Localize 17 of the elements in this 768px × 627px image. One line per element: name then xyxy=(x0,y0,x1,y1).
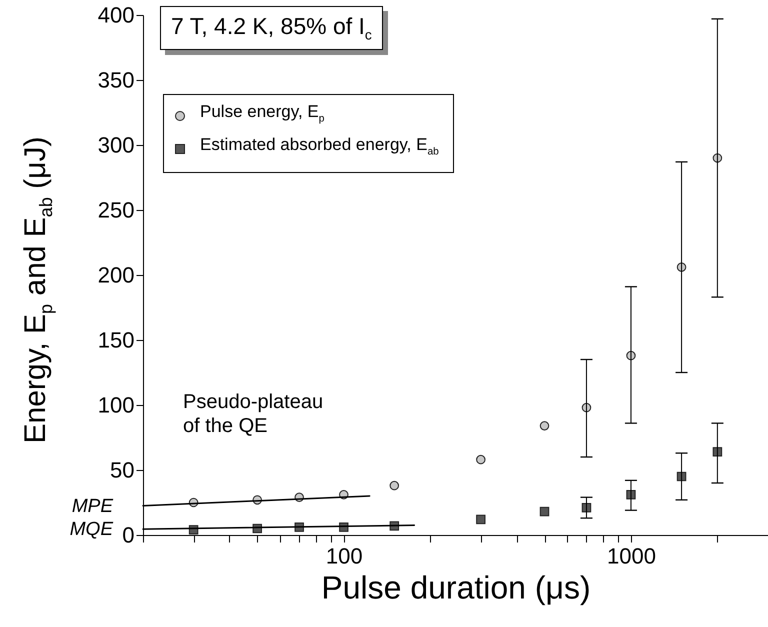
x-axis-title: Pulse duration (μs) xyxy=(321,570,591,606)
chart-title: 7 T, 4.2 K, 85% of I$_{c}$ xyxy=(160,6,383,50)
y-tick-label: 0 xyxy=(122,522,134,548)
legend-label: Pulse energy, E$_{p}$ xyxy=(200,101,324,126)
annotation: Pseudo-plateau of the QE xyxy=(183,390,324,438)
annotation: MPE xyxy=(72,496,114,517)
legend-label: Estimated absorbed energy, E$_{ab}$ xyxy=(200,134,439,160)
y-tick-label: 400 xyxy=(98,2,134,28)
y-tick-label: 200 xyxy=(98,262,134,288)
annotation: MQE xyxy=(70,519,114,540)
y-tick-label: 350 xyxy=(98,68,134,92)
y-tick-label: 250 xyxy=(98,198,134,222)
y-tick-label: 300 xyxy=(98,132,134,158)
y-tick-label: 50 xyxy=(110,458,134,482)
x-tick-label: 1000 xyxy=(606,544,656,568)
y-tick-label: 150 xyxy=(98,328,134,352)
y-tick-label: 100 xyxy=(98,392,134,418)
